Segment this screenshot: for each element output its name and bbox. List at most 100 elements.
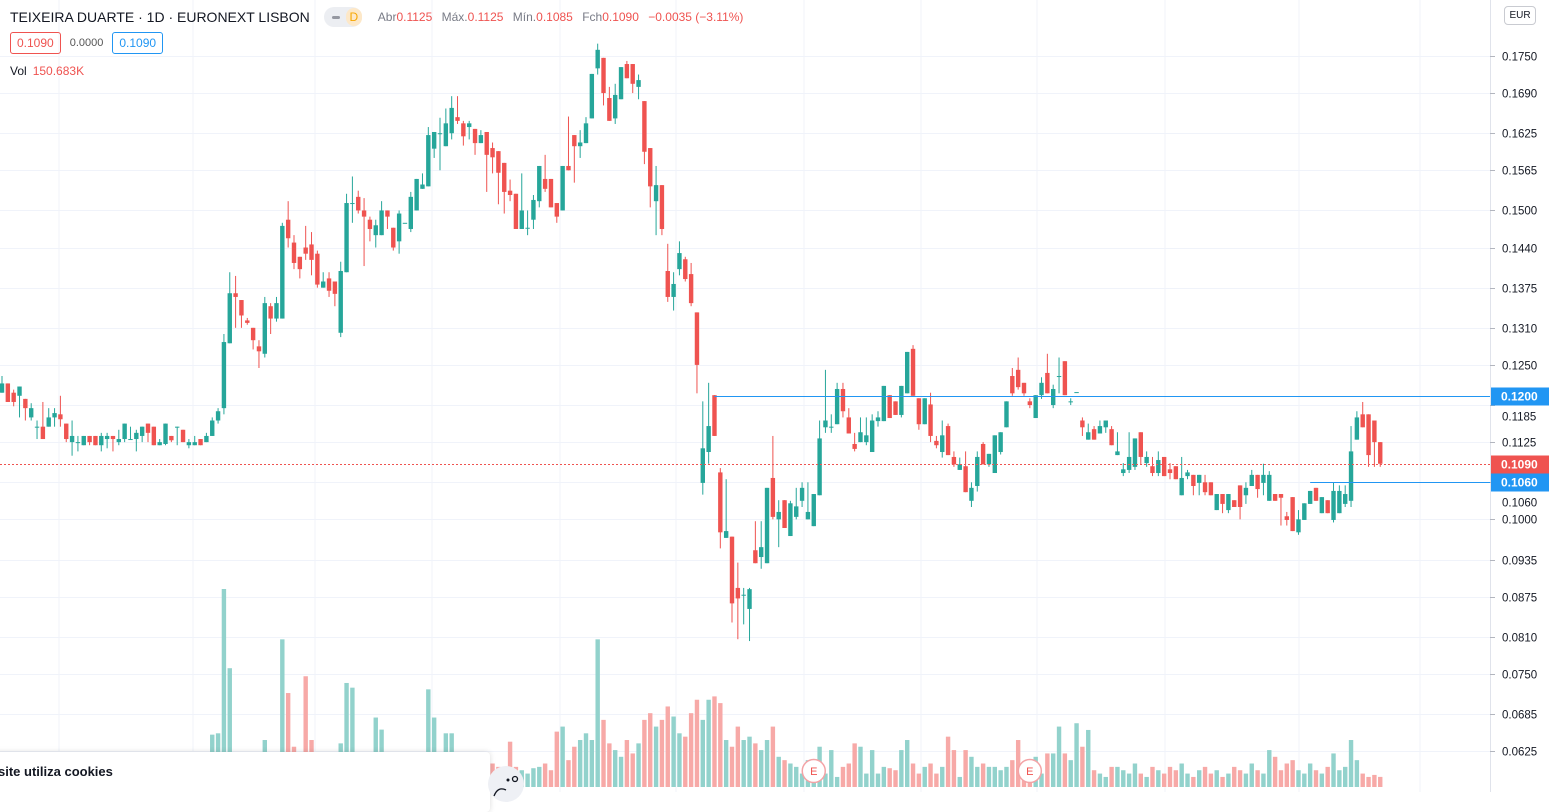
- candle: [157, 439, 162, 446]
- candle: [980, 442, 986, 465]
- volume-bar: [1278, 770, 1284, 787]
- candle-body: [245, 320, 250, 323]
- candle-body: [99, 435, 104, 446]
- candle: [204, 432, 209, 443]
- low-value: 0.1085: [536, 10, 573, 24]
- candle-body: [239, 300, 244, 316]
- volume-bar: [694, 699, 700, 787]
- candle: [881, 385, 887, 422]
- candle: [601, 57, 606, 106]
- volume-bar: [1307, 763, 1313, 787]
- volume-bar: [846, 763, 851, 787]
- cookie-icon[interactable]: [488, 766, 524, 802]
- buy-button[interactable]: 0.1090: [112, 32, 164, 54]
- earnings-marker[interactable]: E: [801, 758, 827, 784]
- candle-body: [1237, 485, 1243, 507]
- candle: [151, 426, 157, 446]
- candle: [5, 383, 11, 402]
- candle-body: [759, 547, 764, 558]
- candle-body: [560, 165, 565, 211]
- volume-bar: [1226, 773, 1231, 787]
- candle-body: [1086, 432, 1091, 440]
- candle: [735, 562, 741, 640]
- candle-body: [402, 222, 408, 224]
- candle-body: [163, 423, 168, 444]
- candle: [426, 127, 431, 187]
- candle-body: [706, 426, 711, 453]
- volume-bar: [799, 773, 805, 787]
- y-tick-label: 0.1690: [1502, 89, 1537, 101]
- candle-body: [431, 131, 437, 149]
- currency-button[interactable]: EUR: [1504, 6, 1536, 25]
- candle: [1220, 494, 1225, 514]
- candle-body: [17, 386, 22, 396]
- symbol-title[interactable]: TEIXEIRA DUARTE · 1D · EURONEXT LISBON: [10, 9, 310, 25]
- volume-bar: [1167, 766, 1173, 787]
- volume-bar: [747, 736, 752, 787]
- candle: [1150, 456, 1155, 477]
- candle: [542, 154, 548, 192]
- grid: [0, 0, 1490, 792]
- y-tick-label: 0.1000: [1502, 515, 1537, 527]
- candle-body: [963, 466, 968, 493]
- candle: [303, 225, 308, 260]
- candle: [566, 116, 571, 171]
- candle: [572, 135, 577, 183]
- candle: [1045, 353, 1050, 394]
- earnings-marker[interactable]: E: [1017, 758, 1043, 784]
- candle-body: [321, 281, 326, 288]
- horizontal-lines[interactable]: [0, 396, 1490, 483]
- candle: [665, 243, 670, 302]
- candle-body: [64, 423, 69, 440]
- volume-bar: [881, 766, 887, 787]
- candle-body: [420, 184, 425, 189]
- candle-body: [478, 135, 484, 144]
- high-label: Máx.: [441, 10, 468, 24]
- volume-bar: [1208, 773, 1214, 787]
- candle-body: [186, 442, 192, 446]
- volume-bar: [677, 733, 682, 787]
- candle-body: [204, 435, 209, 443]
- candle: [1191, 474, 1196, 496]
- market-status-badge[interactable]: D: [323, 7, 362, 27]
- line-price-label: 0.1060: [1501, 476, 1538, 490]
- candle: [1202, 474, 1208, 496]
- candle-body: [437, 133, 443, 135]
- candle: [817, 420, 822, 496]
- candle-body: [408, 196, 413, 229]
- candle-body: [1068, 401, 1073, 403]
- candle-body: [1062, 361, 1068, 396]
- sell-button[interactable]: 0.1090: [10, 32, 61, 54]
- candle-body: [34, 426, 40, 428]
- candle: [81, 435, 86, 446]
- candle-body: [613, 94, 618, 119]
- candle-body: [507, 190, 513, 196]
- candle: [274, 296, 279, 322]
- candle: [648, 148, 653, 208]
- candle: [1062, 361, 1068, 396]
- candle: [776, 500, 781, 548]
- candle: [905, 351, 910, 394]
- candle-body: [379, 210, 384, 236]
- candle-body: [221, 342, 227, 409]
- volume-bar: [671, 716, 676, 787]
- cookie-glyph-icon: [493, 775, 519, 797]
- candle: [788, 500, 793, 537]
- candle-body: [256, 346, 262, 352]
- candle: [1267, 471, 1272, 501]
- candle-body: [729, 536, 735, 604]
- candle: [613, 83, 618, 124]
- candle-body: [794, 506, 799, 517]
- volume-bar: [1080, 746, 1085, 787]
- candle-body: [1284, 516, 1289, 520]
- candle-body: [671, 283, 676, 297]
- candle-body: [496, 151, 501, 173]
- candle: [1296, 510, 1301, 535]
- volume-bar: [764, 740, 770, 787]
- candle: [718, 468, 723, 549]
- volume-bar: [1249, 763, 1254, 787]
- candle: [215, 408, 221, 424]
- volume-bar: [350, 687, 355, 787]
